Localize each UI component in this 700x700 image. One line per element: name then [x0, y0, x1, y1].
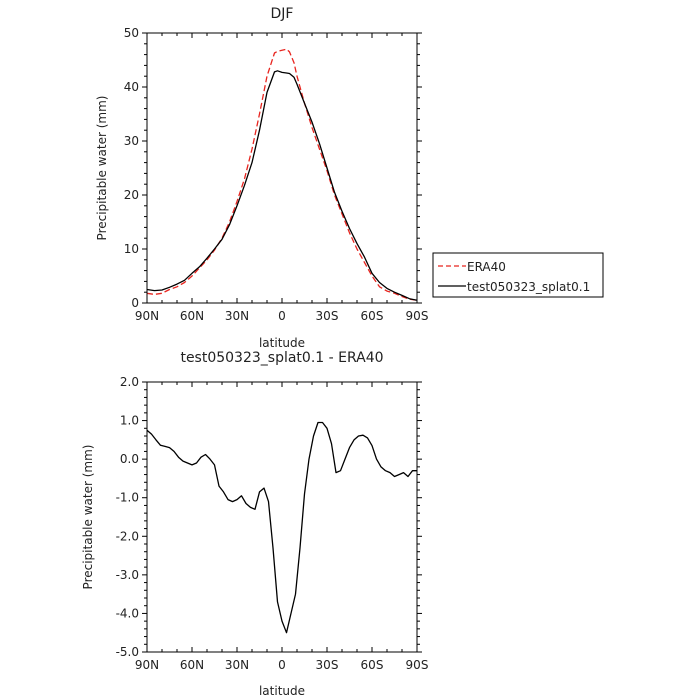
bottom-panel-y-tick-label: 1.0 [120, 414, 139, 428]
top-panel-x-tick-label: 90N [135, 309, 159, 323]
legend-label-test: test050323_splat0.1 [467, 280, 590, 294]
top-panel-y-tick-label: 30 [124, 134, 139, 148]
top-panel-series [146, 48, 418, 301]
top-panel-series-test050323-splat0-1 [146, 70, 418, 301]
bottom-panel-y-tick-label: -2.0 [116, 529, 139, 543]
bottom-panel-x-tick-label: 30N [225, 658, 249, 672]
bottom-panel-series-difference [146, 421, 417, 634]
climatology-panel: DJF Precipitable water (mm) latitude 90N… [95, 6, 428, 350]
difference-panel: test050323_splat0.1 - ERA40 Precipitable… [81, 350, 428, 698]
bottom-panel-x-tick-label: 90S [406, 658, 429, 672]
top-panel-series-era40 [146, 48, 418, 301]
top-panel-x-tick-label: 60N [180, 309, 204, 323]
bottom-panel-y-tick-label: -3.0 [116, 568, 139, 582]
legend-box [432, 252, 604, 298]
top-panel-x-axis-label: latitude [259, 336, 305, 350]
bottom-panel-y-tick-label: -4.0 [116, 606, 139, 620]
bottom-panel-x-tick-label: 0 [278, 658, 286, 672]
bottom-panel-y-tick-label: 0.0 [120, 452, 139, 466]
bottom-panel-frame [146, 381, 418, 653]
top-panel-y-tick-label: 40 [124, 80, 139, 94]
top-panel-x-tick-label: 0 [278, 309, 286, 323]
top-panel-x-tick-label: 90S [406, 309, 429, 323]
top-panel-y-tick-label: 10 [124, 242, 139, 256]
top-panel-y-axis-label: Precipitable water (mm) [95, 96, 109, 241]
top-panel-x-tick-label: 30N [225, 309, 249, 323]
top-panel-x-tick-label: 30S [316, 309, 339, 323]
bottom-panel-series [146, 421, 417, 634]
top-panel-frame [146, 32, 418, 304]
bottom-panel-x-tick-label: 30S [316, 658, 339, 672]
bottom-panel-y-tick-label: -1.0 [116, 491, 139, 505]
bottom-panel-y-tick-label: 2.0 [120, 375, 139, 389]
top-panel-y-tick-label: 20 [124, 188, 139, 202]
bottom-panel-x-tick-label: 60S [361, 658, 384, 672]
top-panel-x-tick-label: 60S [361, 309, 384, 323]
bottom-panel-ticks: 90N 60N 30N 0 30S 60S 90S -5.0 -4.0 -3.0 -2.0 -1.0 0… [116, 375, 429, 672]
legend: ERA40 test050323_splat0.1 [432, 252, 604, 298]
bottom-panel-y-tick-label: -5.0 [116, 645, 139, 659]
bottom-panel-x-axis-label: latitude [259, 684, 305, 698]
bottom-panel-x-tick-label: 60N [180, 658, 204, 672]
top-panel-title: DJF [271, 6, 294, 22]
top-panel-y-tick-label: 50 [124, 26, 139, 40]
bottom-panel-title: test050323_splat0.1 - ERA40 [180, 350, 383, 366]
bottom-panel-x-tick-label: 90N [135, 658, 159, 672]
bottom-panel-y-axis-label: Precipitable water (mm) [81, 445, 95, 590]
legend-label-era40: ERA40 [467, 260, 506, 274]
top-panel-ticks: 90N 60N 30N 0 30S 60S 90S 0 10 20 30 40 50 [124, 26, 429, 323]
top-panel-y-tick-label: 0 [131, 296, 139, 310]
